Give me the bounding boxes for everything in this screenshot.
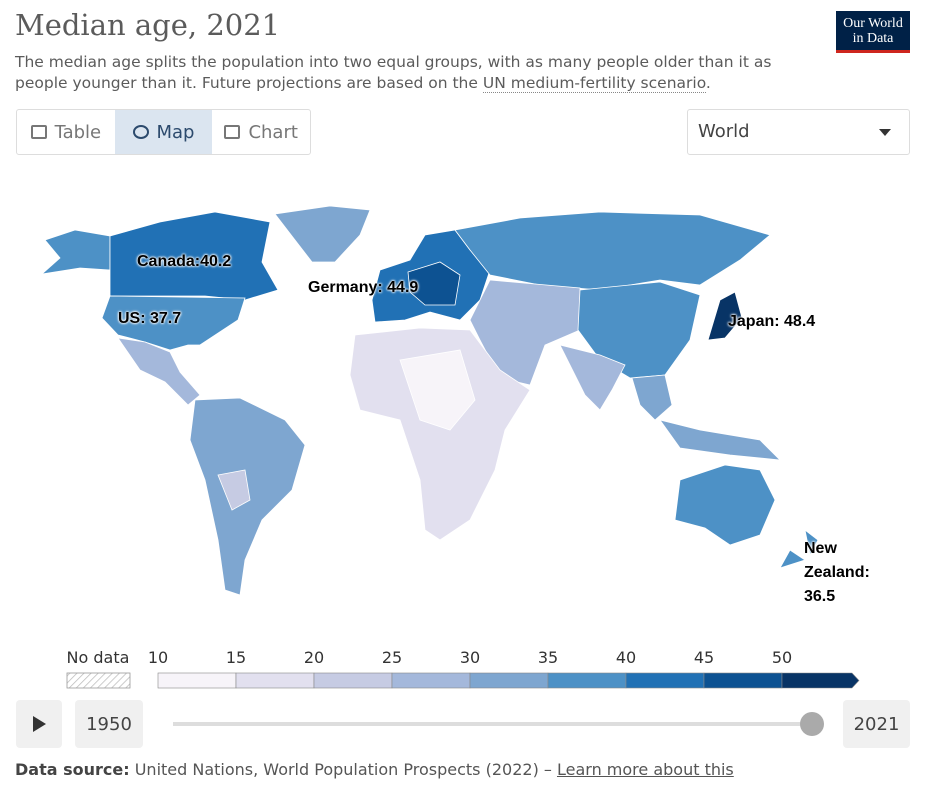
region-select[interactable]: World <box>687 109 910 155</box>
legend-tick-label: 30 <box>460 648 480 667</box>
country <box>399 349 476 431</box>
logo[interactable]: Our World in Data <box>836 11 910 53</box>
world-map <box>40 205 819 596</box>
map-annotation: New Zealand: 36.5 <box>804 540 870 605</box>
legend-bin <box>547 672 627 689</box>
tab-icon <box>224 125 241 139</box>
start-year[interactable]: 1950 <box>75 700 143 748</box>
legend-tick-label: 40 <box>616 648 636 667</box>
country <box>707 291 743 341</box>
legend-no-data-swatch <box>66 672 131 689</box>
source-link[interactable]: Learn more about this <box>556 760 734 779</box>
legend-bin <box>235 672 315 689</box>
map-annotation: Germany: 44.9 <box>308 279 419 296</box>
timeline-handle[interactable] <box>800 712 824 736</box>
tab-label: Table <box>54 121 102 143</box>
country <box>349 327 531 541</box>
legend-tick-label: 50 <box>772 648 792 667</box>
legend-no-data-label: No data <box>67 648 130 667</box>
title: Median age, 2021 <box>15 8 281 42</box>
country <box>407 261 461 306</box>
legend-bin <box>781 672 860 689</box>
country <box>109 211 279 301</box>
legend-tick-label: 15 <box>226 648 246 667</box>
tab[interactable]: Map <box>114 110 213 154</box>
map-annotation: Canada:40.2 <box>137 253 232 270</box>
footer: Data source: United Nations, World Popul… <box>15 760 734 779</box>
legend-bin <box>391 672 471 689</box>
subtitle-link[interactable]: UN medium-fertility scenario <box>482 74 706 93</box>
country <box>631 374 782 461</box>
country <box>274 205 371 263</box>
source-text: United Nations, World Population Prospec… <box>134 760 552 779</box>
country <box>217 469 251 511</box>
legend-tick-label: 20 <box>304 648 324 667</box>
tab[interactable]: Chart <box>212 110 310 154</box>
tab-bar: Table Map Chart <box>16 109 311 155</box>
logo-line: in Data <box>852 31 894 46</box>
subtitle-text: The median age splits the population int… <box>15 53 772 92</box>
country <box>40 229 111 275</box>
legend-bin <box>625 672 705 689</box>
tab-icon <box>30 125 47 139</box>
end-year[interactable]: 2021 <box>843 700 910 748</box>
map-annotation: US: 37.7 <box>118 310 182 327</box>
legend: No data 10 15 20 25 30 35 40 45 50 <box>66 648 860 689</box>
country <box>559 344 626 411</box>
tab-icon <box>132 125 149 139</box>
tab[interactable]: Table <box>17 110 115 154</box>
logo-line: Our World <box>843 16 903 31</box>
subtitle: The median age splits the population int… <box>15 52 795 94</box>
country <box>779 529 819 569</box>
timeline <box>16 700 824 748</box>
map-annotation: Japan: 48.4 <box>728 313 816 330</box>
legend-tick-label: 35 <box>538 648 558 667</box>
country <box>101 295 246 351</box>
legend-tick-label: 25 <box>382 648 402 667</box>
tab-label: Map <box>156 121 195 143</box>
subtitle-end: . <box>705 74 711 92</box>
country <box>674 464 776 546</box>
play-icon <box>33 716 46 732</box>
country <box>454 211 771 291</box>
country <box>117 337 201 406</box>
legend-tick-label: 10 <box>148 648 168 667</box>
legend-bin <box>313 672 393 689</box>
legend-bin <box>469 672 549 689</box>
source-label: Data source: <box>15 760 130 779</box>
legend-tick-label: 45 <box>694 648 714 667</box>
legend-bin <box>157 672 237 689</box>
legend-bin <box>703 672 783 689</box>
tab-label: Chart <box>248 121 298 143</box>
